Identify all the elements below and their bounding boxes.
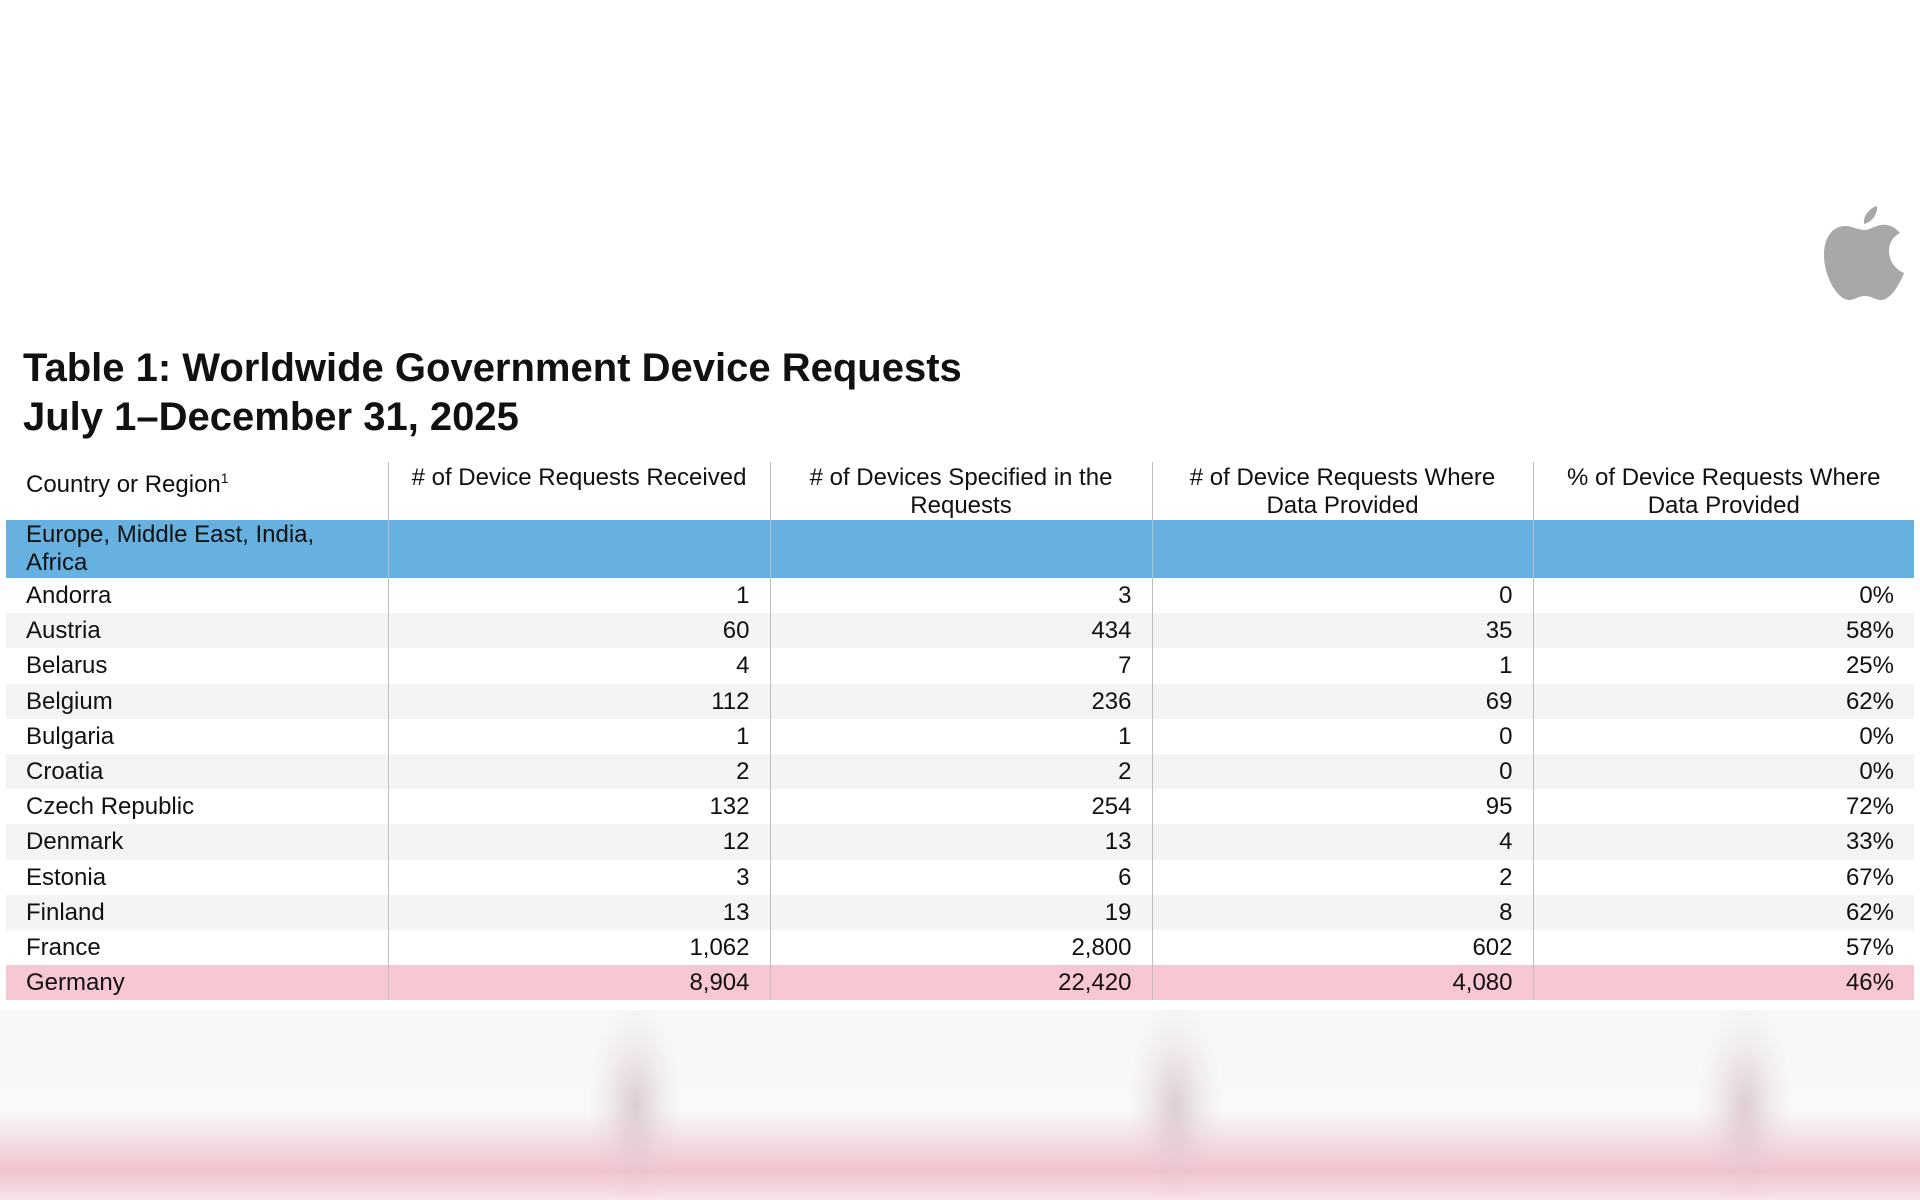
- cell-country: Germany: [6, 965, 388, 1001]
- header-country-label: Country or Region: [26, 471, 221, 498]
- region-label: Europe, Middle East, India, Africa: [6, 520, 388, 578]
- cell-devices-specified: 22,420: [769, 965, 1152, 1001]
- header-requests-data-provided: # of Device Requests Where Data Provided: [1151, 462, 1533, 520]
- title-line-1: Table 1: Worldwide Government Device Req…: [23, 346, 962, 390]
- cell-percent-data-provided: 46%: [1532, 965, 1914, 1001]
- cell-requests-received: 13: [387, 894, 770, 930]
- table-row: Estonia 3 6 2 67%: [6, 859, 1914, 895]
- header-country-footnote: 1: [220, 470, 229, 486]
- cell-percent-data-provided: 25%: [1532, 648, 1914, 684]
- cell-percent-data-provided: 33%: [1532, 824, 1914, 860]
- apple-logo-icon: [1824, 206, 1904, 300]
- cell-country: Belarus: [6, 648, 388, 684]
- cell-percent-data-provided: 0%: [1532, 718, 1914, 754]
- device-requests-table-container: Country or Region1 # of Device Requests …: [6, 462, 1914, 1010]
- cell-devices-specified: 6: [769, 859, 1152, 895]
- cell-devices-specified: 434: [769, 613, 1152, 649]
- cell-country: Czech Republic: [6, 789, 388, 825]
- cell-requests-received: 4: [387, 648, 770, 684]
- cell-country: Bulgaria: [6, 718, 388, 754]
- cell-country: Croatia: [6, 753, 388, 790]
- cell-requests-data-provided: 69: [1151, 683, 1533, 719]
- cell-requests-received: 8,904: [387, 965, 770, 1001]
- cell-percent-data-provided: 57%: [1532, 929, 1914, 966]
- cell-country: Finland: [6, 894, 388, 930]
- cell-requests-received: 3: [387, 859, 770, 895]
- cell-requests-received: 2: [387, 753, 770, 790]
- cell-requests-data-provided: 602: [1151, 929, 1533, 966]
- table-row: France 1,062 2,800 602 57%: [6, 929, 1914, 966]
- header-country: Country or Region1: [6, 462, 388, 520]
- table-row: Bulgaria 1 1 0 0%: [6, 718, 1914, 754]
- table-row: Finland 13 19 8 62%: [6, 894, 1914, 930]
- table-row: Germany 8,904 22,420 4,080 46%: [6, 965, 1914, 1001]
- cell-percent-data-provided: 72%: [1532, 789, 1914, 825]
- cell-requests-data-provided: 0: [1151, 753, 1533, 790]
- cell-requests-received: 1: [387, 578, 770, 614]
- cell-requests-received: 1: [387, 718, 770, 754]
- cell-devices-specified: 3: [769, 578, 1152, 614]
- page-title: Table 1: Worldwide Government Device Req…: [23, 344, 962, 442]
- cell-requests-received: 12: [387, 824, 770, 860]
- cell-requests-data-provided: 1: [1151, 648, 1533, 684]
- cell-country: Andorra: [6, 578, 388, 614]
- cell-country: France: [6, 929, 388, 966]
- cell-devices-specified: 236: [769, 683, 1152, 719]
- cell-requests-received: 60: [387, 613, 770, 649]
- cell-requests-received: 112: [387, 683, 770, 719]
- table-row: Belgium 112 236 69 62%: [6, 683, 1914, 719]
- cell-percent-data-provided: 0%: [1532, 578, 1914, 614]
- header-percent-data-provided: % of Device Requests Where Data Provided: [1532, 462, 1914, 520]
- title-line-2: July 1–December 31, 2025: [23, 395, 519, 439]
- header-requests-received: # of Device Requests Received: [387, 462, 770, 520]
- table-row: Andorra 1 3 0 0%: [6, 578, 1914, 614]
- cell-requests-data-provided: 4: [1151, 824, 1533, 860]
- table-row: Belarus 4 7 1 25%: [6, 648, 1914, 684]
- cell-requests-data-provided: 35: [1151, 613, 1533, 649]
- blurred-shape: [1130, 1010, 1220, 1200]
- table-row: Croatia 2 2 0 0%: [6, 753, 1914, 790]
- cell-requests-data-provided: 2: [1151, 859, 1533, 895]
- cell-percent-data-provided: 62%: [1532, 894, 1914, 930]
- blurred-shape: [1700, 1010, 1790, 1200]
- cell-requests-data-provided: 8: [1151, 894, 1533, 930]
- cell-devices-specified: 254: [769, 789, 1152, 825]
- cell-devices-specified: 13: [769, 824, 1152, 860]
- table-row: Czech Republic 132 254 95 72%: [6, 789, 1914, 825]
- table-row: Austria 60 434 35 58%: [6, 613, 1914, 649]
- blurred-lower-area: [0, 1010, 1920, 1200]
- table-row: Denmark 12 13 4 33%: [6, 824, 1914, 860]
- cell-percent-data-provided: 0%: [1532, 753, 1914, 790]
- cell-devices-specified: 2,800: [769, 929, 1152, 966]
- region-row: Europe, Middle East, India, Africa: [6, 520, 1914, 578]
- cell-devices-specified: 1: [769, 718, 1152, 754]
- cell-country: Estonia: [6, 859, 388, 895]
- cell-country: Belgium: [6, 683, 388, 719]
- cell-requests-data-provided: 0: [1151, 718, 1533, 754]
- cell-devices-specified: 7: [769, 648, 1152, 684]
- blurred-shape: [590, 1010, 680, 1200]
- cell-requests-data-provided: 95: [1151, 789, 1533, 825]
- cell-devices-specified: 2: [769, 753, 1152, 790]
- cell-country: Denmark: [6, 824, 388, 860]
- cell-country: Austria: [6, 613, 388, 649]
- cell-requests-data-provided: 4,080: [1151, 965, 1533, 1001]
- table-header-row: Country or Region1 # of Device Requests …: [6, 462, 1914, 520]
- cell-devices-specified: 19: [769, 894, 1152, 930]
- header-devices-specified: # of Devices Specified in the Requests: [769, 462, 1152, 520]
- device-requests-table: Country or Region1 # of Device Requests …: [6, 462, 1914, 1001]
- cell-requests-received: 132: [387, 789, 770, 825]
- cell-percent-data-provided: 62%: [1532, 683, 1914, 719]
- cell-requests-received: 1,062: [387, 929, 770, 966]
- cell-requests-data-provided: 0: [1151, 578, 1533, 614]
- cell-percent-data-provided: 67%: [1532, 859, 1914, 895]
- cell-percent-data-provided: 58%: [1532, 613, 1914, 649]
